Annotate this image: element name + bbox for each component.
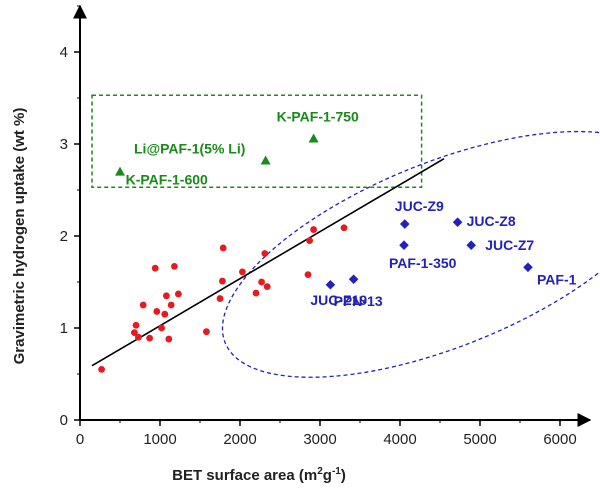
red-circle-point [132,321,140,329]
blue-diamond-point [325,279,336,290]
red-circle-point [158,324,166,332]
red-circle-point [163,292,170,300]
y-tick-label: 3 [60,136,68,153]
axes [73,4,592,427]
x-tick-label: 2000 [223,431,256,448]
green-dashed-box [91,94,423,188]
x-tick-label: 5000 [463,431,496,448]
x-tick-label: 6000 [543,431,576,448]
y-axis-title: Gravimetric hydrogen uptake (wt %) [11,108,28,365]
red-circle-point [258,278,265,286]
red-circle-point [161,310,169,318]
green-triangle-point [308,133,319,143]
red-circle-point [263,283,271,290]
blue-diamond-point [452,217,463,227]
red-circle-point [135,333,142,341]
red-circle-point [203,328,210,336]
red-circle-point [171,262,178,270]
red-circle-point [239,268,246,276]
red-circle-point [219,277,226,285]
blue-diamond-point [523,262,533,273]
x-axis-title: BET surface area (m2g-1) [172,466,346,484]
point-label: K-PAF-1-600 [126,172,208,188]
red-circle-point [175,290,182,298]
red-circle-point [146,334,154,342]
red-circle-point [151,264,159,272]
green-triangle-point [260,155,271,165]
red-circle-point [306,237,313,245]
ticks: 0 1000 2000 3000 4000 5000 6000 0 1 2 3 4 [60,5,577,448]
x-tick-label: 1000 [143,431,176,448]
point-label: JUC-Z19 [310,292,367,308]
point-label: Li@PAF-1(5% Li) [134,141,245,157]
blue-dashed-ellipse [221,130,600,378]
data-points [98,133,533,373]
y-tick-label: 0 [60,412,68,429]
x-tick-label: 4000 [383,431,416,448]
red-circle-point [216,295,224,302]
blue-diamond-point [348,274,359,285]
x-tick-label: 0 [76,431,84,448]
blue-diamond-point [466,240,476,250]
y-tick-label: 2 [60,228,68,245]
point-label: PAF-1 [537,271,577,287]
red-circle-point [304,271,312,279]
red-circle-point [261,250,269,257]
y-tick-label: 1 [60,320,68,337]
red-circle-point [139,301,147,309]
y-tick-label: 4 [60,44,68,61]
green-triangle-point [115,166,125,176]
trend-line [91,158,445,367]
point-label: JUC-Z8 [467,213,516,229]
red-circle-point [165,335,173,343]
red-circle-point [310,226,317,233]
blue-diamond-point [400,219,410,229]
red-circle-point [167,301,175,309]
plot-area: 0 1000 2000 3000 4000 5000 6000 0 1 2 3 4 Li@PAF-1(… [60,4,600,448]
point-label: JUC-Z7 [485,237,534,253]
point-label: PPN-13 [334,293,383,309]
point-label: PAF-1-350 [389,255,457,271]
trend-line-segment [91,158,445,367]
x-tick-label: 3000 [303,431,336,448]
point-label: JUC-Z9 [395,198,444,214]
red-circle-point [131,329,138,336]
annotations [91,94,600,378]
point-labels: Li@PAF-1(5% Li) K-PAF-1-600 K-PAF-1-750 JUC… [126,108,577,309]
red-circle-point [153,308,161,315]
red-circle-point [98,366,105,373]
blue-diamond-point [399,240,409,250]
red-circle-point [219,244,227,252]
point-label: K-PAF-1-750 [277,108,359,124]
red-circle-point [340,224,348,232]
red-circle-point [252,289,260,297]
